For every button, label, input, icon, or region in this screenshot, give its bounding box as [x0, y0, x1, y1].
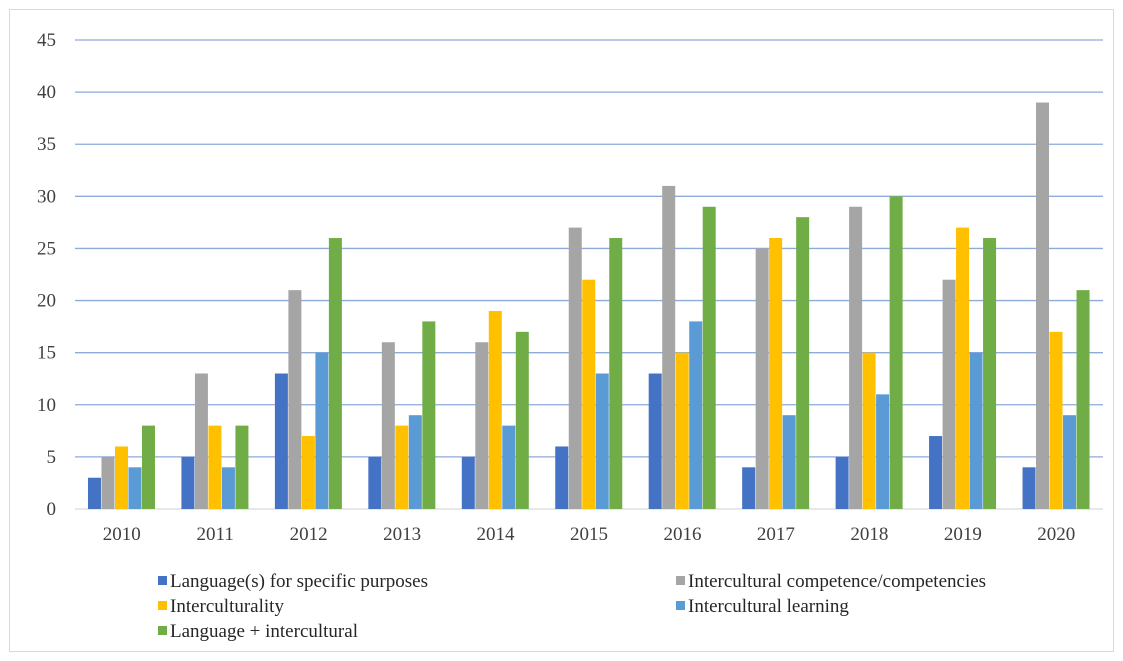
bar — [141, 425, 155, 509]
y-tick-label: 40 — [37, 82, 56, 103]
x-tick-label: 2019 — [944, 524, 982, 545]
bar — [689, 321, 703, 509]
legend-label: Interculturality — [170, 596, 284, 617]
bar — [422, 321, 436, 509]
y-axis-ticks: 0 5 10 15 20 25 30 35 40 45 — [37, 30, 56, 520]
legend-swatch — [676, 601, 685, 610]
bar — [835, 456, 849, 509]
legend-swatch — [158, 626, 167, 635]
x-tick-label: 2016 — [663, 524, 701, 545]
x-tick-label: 2017 — [757, 524, 795, 545]
bar — [1076, 290, 1090, 509]
bar — [675, 352, 689, 509]
x-tick-label: 2018 — [850, 524, 888, 545]
x-tick-label: 2013 — [383, 524, 421, 545]
bar — [568, 227, 582, 509]
bar — [702, 206, 716, 509]
bar — [301, 436, 315, 509]
bar — [1049, 331, 1063, 509]
bar — [1036, 102, 1050, 510]
bar — [194, 373, 208, 509]
bar — [395, 425, 409, 509]
bar — [87, 477, 101, 509]
bar — [796, 217, 810, 509]
legend-label: Intercultural competence/competencies — [688, 571, 986, 592]
bar — [208, 425, 222, 509]
bar — [595, 373, 609, 509]
bar — [582, 279, 596, 509]
bar — [408, 415, 422, 509]
y-tick-label: 45 — [37, 30, 56, 51]
bar — [983, 238, 997, 509]
bar — [461, 456, 475, 509]
legend: Language(s) for specific purposes Intercu… — [158, 571, 986, 642]
y-tick-label: 0 — [47, 499, 57, 520]
x-tick-label: 2015 — [570, 524, 608, 545]
bar — [101, 456, 115, 509]
bar — [849, 206, 863, 509]
bar — [1022, 467, 1036, 509]
bar — [181, 456, 195, 509]
bar — [1063, 415, 1077, 509]
bar — [515, 331, 529, 509]
bar — [368, 456, 382, 509]
bar — [555, 446, 569, 509]
y-tick-label: 10 — [37, 395, 56, 416]
legend-label: Language + intercultural — [170, 621, 358, 642]
bar — [475, 342, 489, 509]
bar — [235, 425, 249, 509]
x-tick-label: 2012 — [290, 524, 328, 545]
bar — [288, 290, 302, 509]
bar — [782, 415, 796, 509]
legend-swatch — [676, 576, 685, 585]
legend-label: Intercultural learning — [688, 596, 849, 617]
bar — [648, 373, 662, 509]
bar — [221, 467, 235, 509]
bar — [929, 436, 943, 509]
x-tick-label: 2010 — [103, 524, 141, 545]
bar — [769, 238, 783, 509]
chart-frame: 0 5 10 15 20 25 30 35 40 45 2010 2011 2012 2013 2014 2… — [9, 9, 1114, 652]
y-tick-label: 30 — [37, 186, 56, 207]
x-tick-label: 2014 — [477, 524, 516, 545]
bar — [862, 352, 876, 509]
y-tick-label: 15 — [37, 343, 56, 364]
bar — [381, 342, 395, 509]
bar — [942, 279, 956, 509]
bar — [662, 185, 676, 509]
y-tick-label: 35 — [37, 134, 56, 155]
bars — [87, 102, 1090, 510]
bar — [315, 352, 329, 509]
legend-swatch — [158, 576, 167, 585]
x-tick-label: 2011 — [197, 524, 234, 545]
y-tick-label: 5 — [47, 447, 57, 468]
bar — [488, 310, 502, 509]
bar — [969, 352, 983, 509]
y-tick-label: 20 — [37, 291, 56, 312]
bar — [956, 227, 970, 509]
bar — [609, 238, 623, 509]
bar — [114, 446, 128, 509]
bar — [502, 425, 516, 509]
bar — [128, 467, 142, 509]
legend-swatch — [158, 601, 167, 610]
bar — [876, 394, 890, 509]
bar — [274, 373, 288, 509]
bar — [742, 467, 756, 509]
x-tick-label: 2020 — [1037, 524, 1075, 545]
legend-label: Language(s) for specific purposes — [170, 571, 428, 592]
x-axis-ticks: 2010 2011 2012 2013 2014 2015 2016 2017 2018 2019… — [103, 524, 1076, 545]
bar — [328, 238, 342, 509]
y-tick-label: 25 — [37, 238, 56, 259]
bar — [889, 196, 903, 510]
bar — [755, 248, 769, 509]
